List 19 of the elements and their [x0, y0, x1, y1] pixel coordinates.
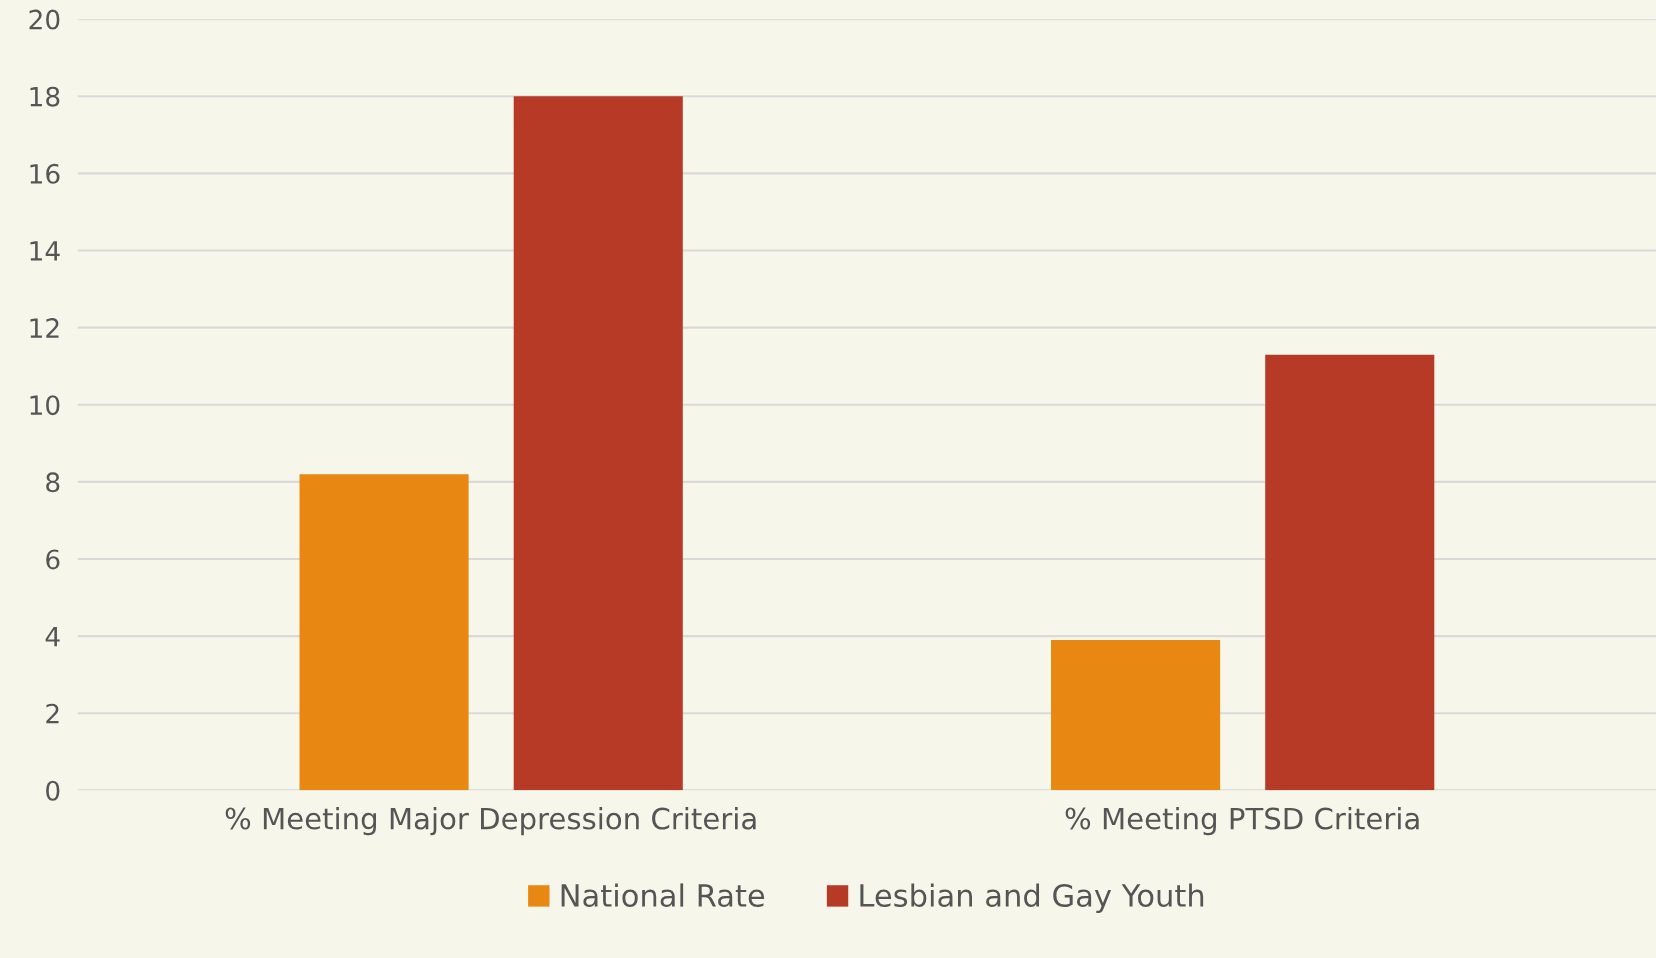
bar: [513, 96, 683, 791]
x-tick-label: % Meeting Major Depression Criteria: [225, 807, 756, 836]
y-tick-label: 2: [46, 703, 59, 724]
bar: [1051, 639, 1221, 791]
y-tick-label: 4: [45, 626, 60, 647]
y-tick-label: 10: [30, 395, 60, 416]
y-tick-label: 0: [46, 780, 60, 801]
legend-label: Lesbian and Gay Youth: [860, 883, 1204, 913]
y-tick-label: 6: [46, 549, 60, 570]
y-tick-label: 16: [30, 163, 60, 184]
y-tick-label: 14: [30, 241, 60, 261]
legend-label: National Rate: [561, 883, 765, 908]
bar: [1265, 354, 1435, 791]
y-tick-label: 20: [29, 9, 60, 30]
y-tick-label: 12: [30, 318, 59, 338]
bar: [299, 474, 469, 791]
y-tick-label: 8: [46, 472, 60, 493]
x-tick-label: % Meeting PTSD Criteria: [1065, 807, 1419, 836]
y-tick-label: 18: [30, 86, 60, 107]
